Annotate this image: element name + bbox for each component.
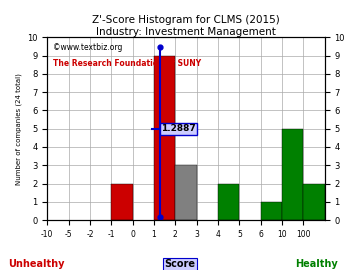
Text: 1.2887: 1.2887 bbox=[161, 124, 196, 133]
Bar bbox=[154, 56, 175, 220]
Text: The Research Foundation of SUNY: The Research Foundation of SUNY bbox=[53, 59, 201, 68]
Bar bbox=[111, 184, 133, 220]
Bar bbox=[218, 184, 239, 220]
Text: Healthy: Healthy bbox=[296, 259, 338, 269]
Bar bbox=[303, 184, 325, 220]
Bar bbox=[175, 165, 197, 220]
Bar bbox=[282, 129, 303, 220]
Text: Score: Score bbox=[165, 259, 195, 269]
Title: Z'-Score Histogram for CLMS (2015)
Industry: Investment Management: Z'-Score Histogram for CLMS (2015) Indus… bbox=[92, 15, 280, 37]
Text: Unhealthy: Unhealthy bbox=[8, 259, 64, 269]
Bar bbox=[261, 202, 282, 220]
Y-axis label: Number of companies (24 total): Number of companies (24 total) bbox=[15, 73, 22, 185]
Text: ©www.textbiz.org: ©www.textbiz.org bbox=[53, 43, 122, 52]
